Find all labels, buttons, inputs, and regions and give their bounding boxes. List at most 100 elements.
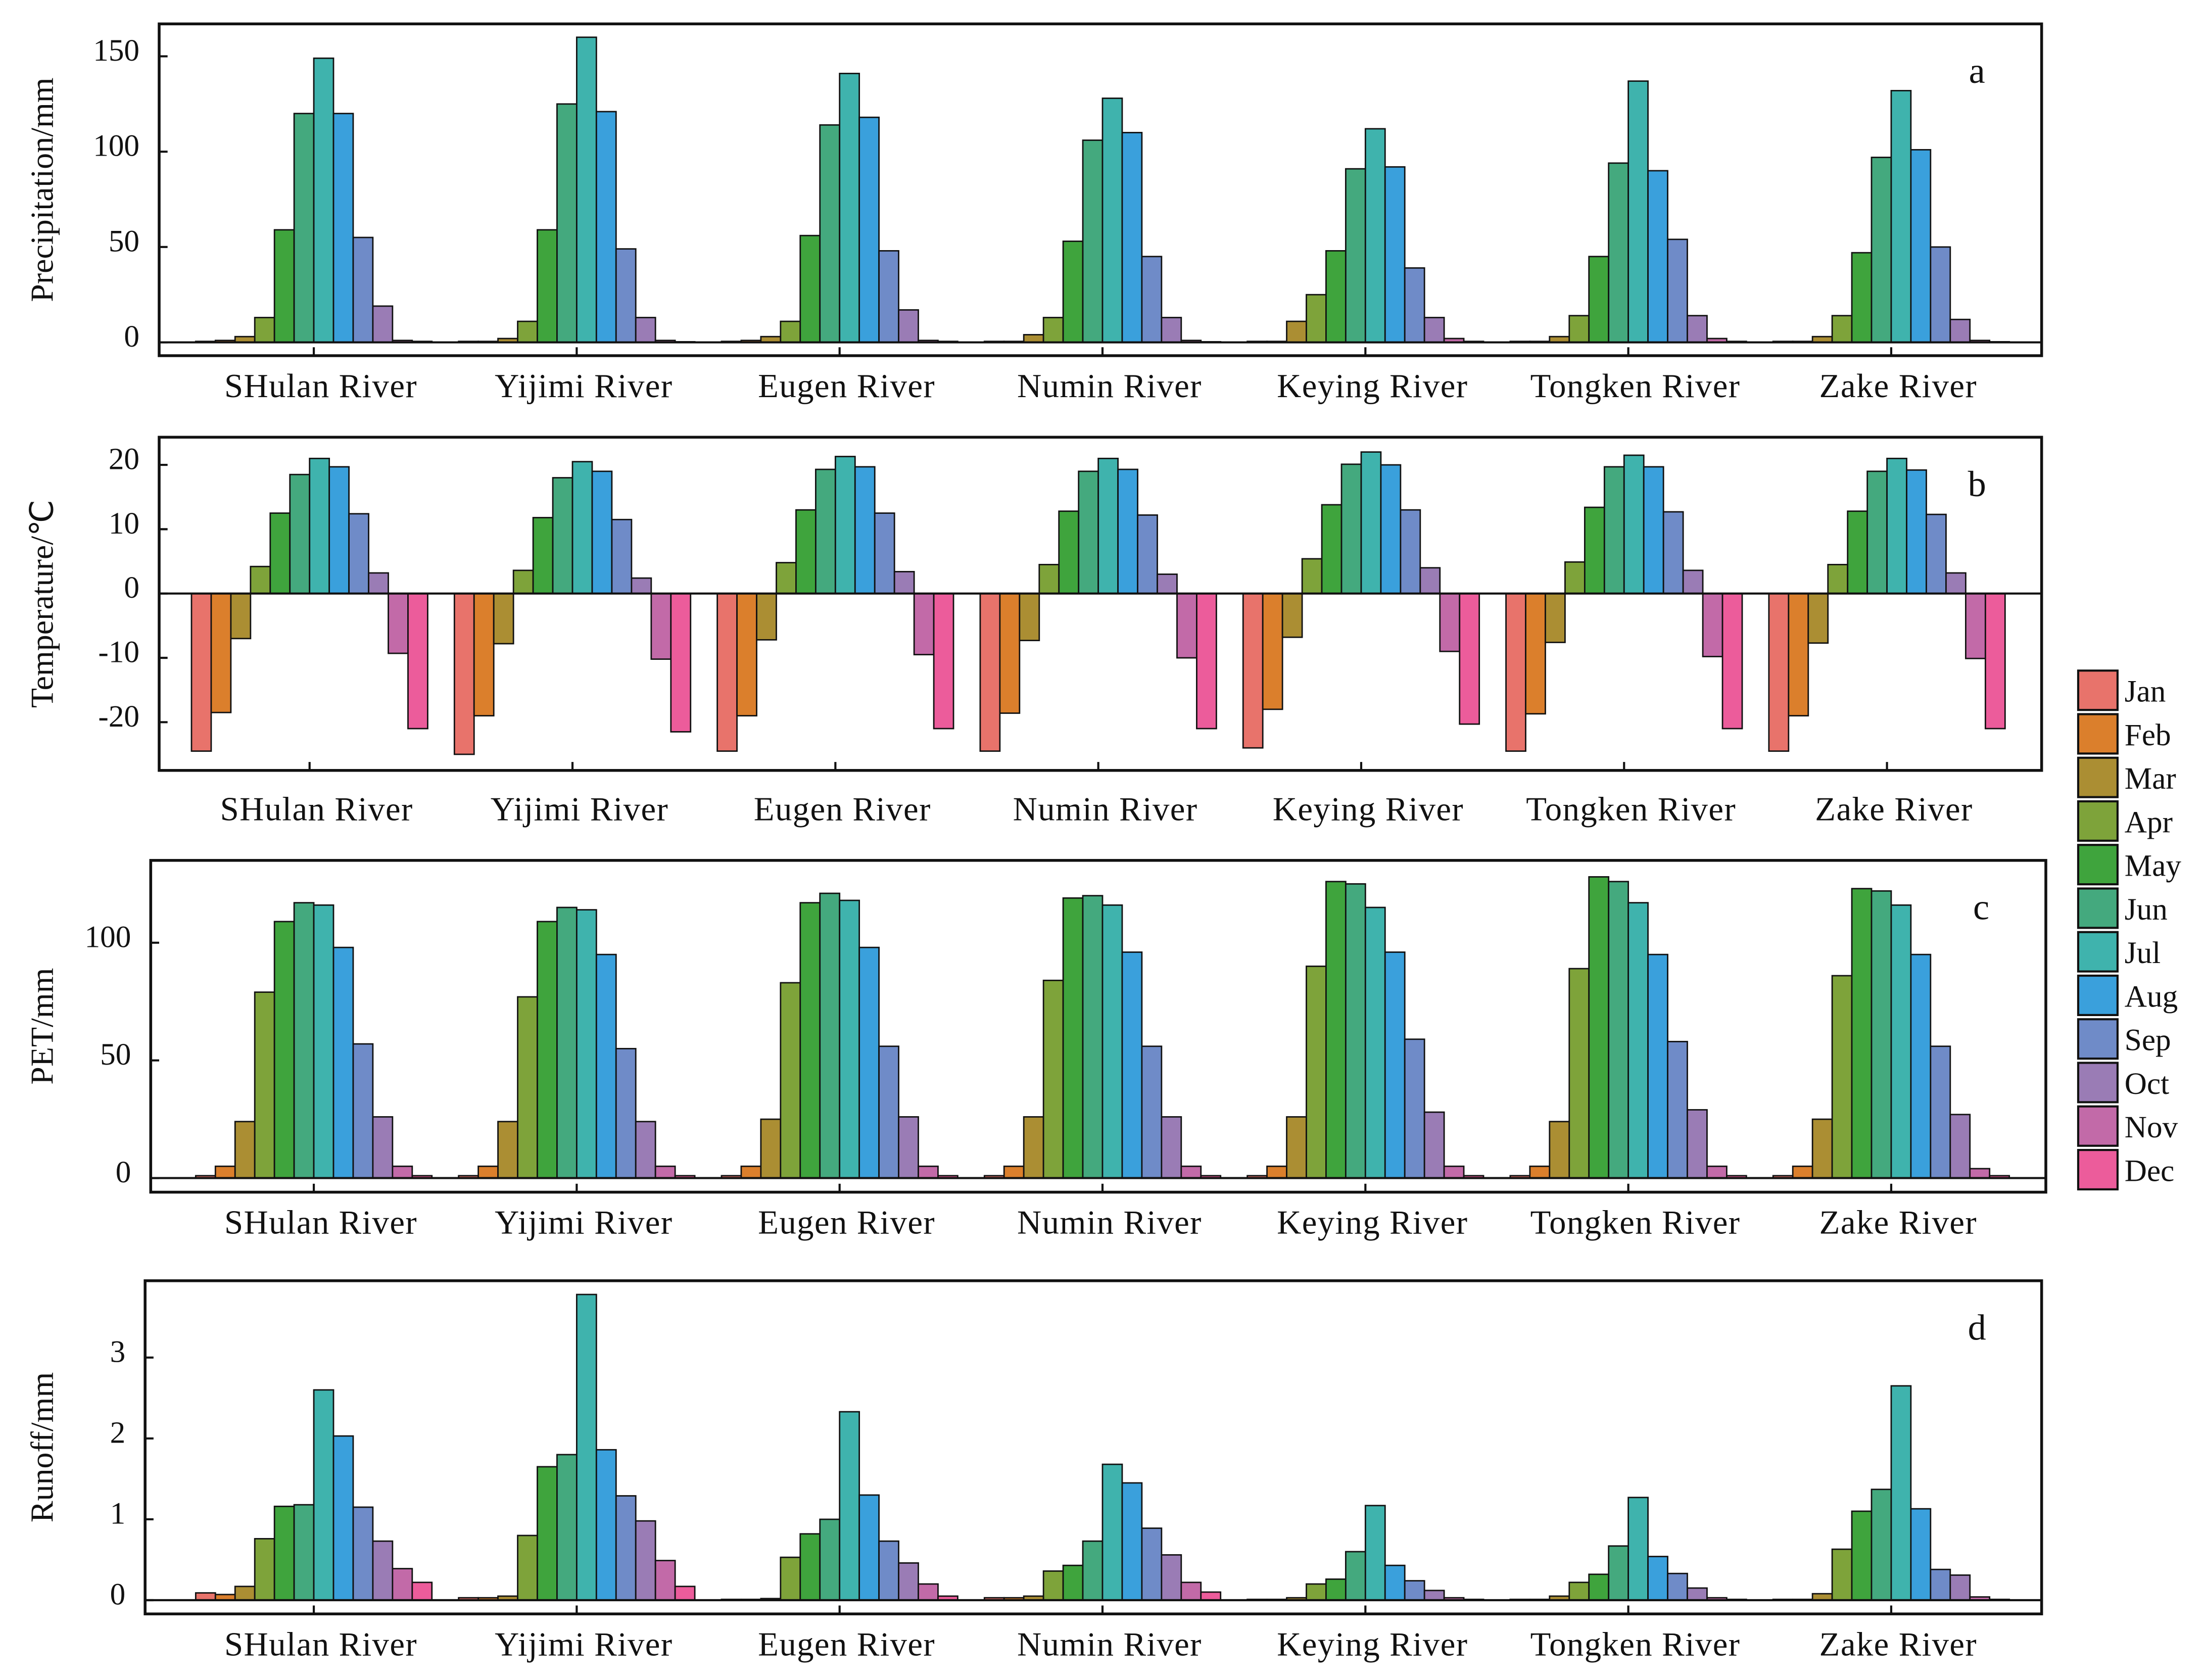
x-tick-label: Eugen River [758, 1205, 935, 1241]
x-tick-label: Yijimi River [495, 1205, 673, 1241]
x-tick-label: Keying River [1277, 1205, 1468, 1241]
bar [1831, 315, 1853, 343]
x-tick-label: Tongken River [1526, 791, 1736, 828]
bar [1101, 904, 1123, 1179]
bar [1042, 317, 1064, 343]
bar [1137, 514, 1158, 595]
bar [1949, 1114, 1971, 1179]
bar [736, 593, 757, 716]
bar [1176, 593, 1197, 659]
bar [473, 593, 495, 716]
bar [756, 593, 777, 641]
bar [289, 473, 311, 595]
bar [1545, 593, 1566, 643]
legend-label: Sep [2125, 1023, 2171, 1058]
x-tick-label: Eugen River [754, 791, 931, 828]
x-tick-label: SHulan River [224, 368, 417, 405]
y-axis-label: Precipitation/mm [24, 77, 60, 302]
bar [1851, 252, 1873, 343]
bar [1949, 1574, 1971, 1601]
bar [1364, 128, 1386, 343]
bar [1627, 80, 1649, 343]
legend-label: Oct [2125, 1067, 2169, 1101]
bar [576, 909, 597, 1179]
bar [1930, 246, 1951, 343]
bar [1384, 166, 1406, 343]
bar [1082, 139, 1104, 343]
bar [328, 466, 350, 595]
bar [477, 1165, 499, 1179]
bar [776, 562, 797, 595]
bar [1262, 593, 1283, 710]
x-tick-label: Zake River [1819, 368, 1977, 405]
bar [1969, 1168, 1991, 1179]
bar [537, 921, 558, 1179]
bar [1568, 1581, 1590, 1601]
bar [332, 113, 354, 343]
bar [635, 1520, 656, 1601]
bar [1180, 1581, 1202, 1601]
bar [1325, 250, 1347, 343]
bar [799, 1533, 821, 1601]
bar [293, 902, 315, 1179]
bar [918, 1583, 939, 1601]
y-tick-label: 100 [93, 129, 139, 163]
y-tick-label: 0 [110, 1577, 126, 1611]
x-tick-label: Eugen River [758, 368, 935, 405]
bar [1768, 593, 1790, 752]
bar [1286, 320, 1307, 343]
bar [332, 946, 354, 1179]
bar [1400, 509, 1421, 595]
plot-frame [149, 859, 2047, 1194]
bar [1886, 457, 1907, 595]
bar [1443, 1165, 1465, 1179]
bar [1811, 1118, 1833, 1179]
bar [453, 593, 475, 755]
bar [1721, 593, 1743, 730]
bar [898, 1562, 919, 1601]
bar [190, 593, 212, 752]
bar [1643, 466, 1664, 595]
bar [1345, 1551, 1366, 1601]
bar [780, 1556, 801, 1601]
bar [595, 953, 617, 1179]
bar [1702, 593, 1723, 657]
bar [1161, 317, 1182, 343]
y-tick-label: 2 [110, 1415, 126, 1450]
x-tick-label: Numin River [1013, 791, 1198, 828]
bar [1321, 504, 1343, 595]
bar [1141, 256, 1163, 343]
bar [254, 317, 275, 343]
bar [1325, 881, 1347, 1179]
bar [372, 1540, 394, 1601]
bar [1121, 132, 1143, 343]
bar [1603, 466, 1625, 595]
legend-swatch [2077, 887, 2119, 929]
x-tick-label: Zake River [1815, 791, 1973, 828]
bar [348, 513, 369, 595]
bar [1890, 1385, 1912, 1601]
bar [839, 73, 860, 343]
bar [576, 1293, 597, 1601]
bar [1667, 1041, 1688, 1179]
bar [210, 593, 232, 713]
bar [293, 113, 315, 343]
legend-swatch [2077, 800, 2119, 842]
bar [1121, 1482, 1143, 1601]
panel-label: d [1968, 1308, 1986, 1348]
bar [1404, 1038, 1425, 1179]
bar [1890, 89, 1912, 343]
bar [1667, 238, 1688, 343]
legend-label: Apr [2125, 805, 2173, 839]
bar [780, 320, 801, 343]
bar [1023, 334, 1044, 343]
bar [1101, 98, 1123, 343]
bar [313, 1389, 334, 1601]
bar [1180, 1165, 1202, 1179]
bar [372, 1116, 394, 1179]
bar [332, 1435, 354, 1601]
bar [1647, 170, 1668, 343]
bar [979, 593, 1001, 752]
bar [1042, 1570, 1064, 1601]
y-tick-label: 1 [110, 1496, 126, 1530]
